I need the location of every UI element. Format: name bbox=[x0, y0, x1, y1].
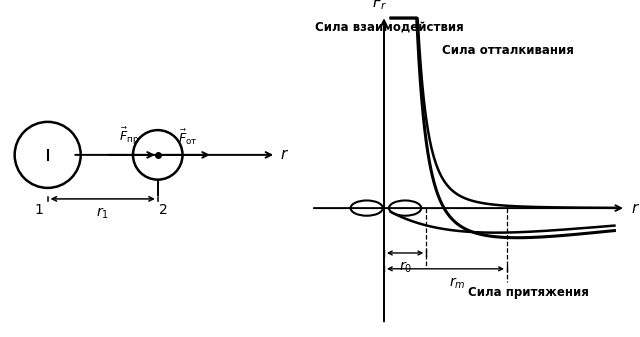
Text: $F_r$: $F_r$ bbox=[372, 0, 387, 12]
Text: $r$: $r$ bbox=[630, 201, 639, 216]
Text: $\vec{F}_{\mathsf{пр}}$: $\vec{F}_{\mathsf{пр}}$ bbox=[119, 126, 139, 147]
Text: $r_1$: $r_1$ bbox=[96, 206, 109, 221]
Text: Сила отталкивания: Сила отталкивания bbox=[442, 44, 573, 57]
Text: Сила притяжения: Сила притяжения bbox=[468, 286, 589, 299]
Text: $r_m$: $r_m$ bbox=[449, 275, 465, 291]
Text: $r$: $r$ bbox=[280, 147, 289, 162]
Text: 2: 2 bbox=[159, 203, 168, 217]
Text: $r_0$: $r_0$ bbox=[399, 259, 412, 275]
Text: 1: 1 bbox=[35, 203, 44, 217]
Text: Сила взаимодействия: Сила взаимодействия bbox=[315, 21, 463, 34]
Text: $\vec{F}_{\mathsf{от}}$: $\vec{F}_{\mathsf{от}}$ bbox=[179, 128, 198, 147]
